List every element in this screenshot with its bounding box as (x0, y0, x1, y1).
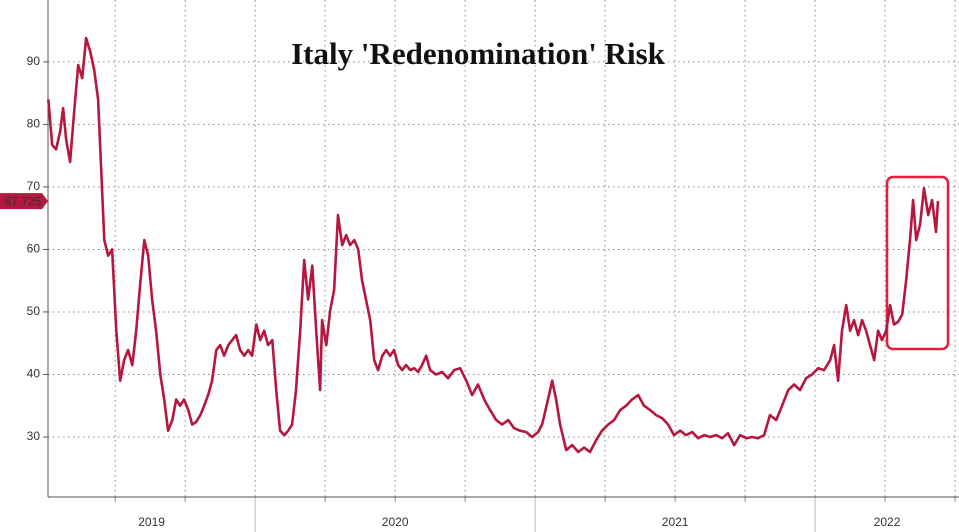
y-tick-label: 60 (27, 242, 41, 256)
y-tick-label: 70 (27, 179, 41, 193)
x-tick-label: 2022 (874, 515, 901, 529)
y-tick-label: 80 (27, 117, 41, 131)
y-tick-label: 30 (27, 429, 41, 443)
last-value-badge (0, 193, 48, 210)
highlight-box (885, 175, 950, 351)
chart-title: Italy 'Redenomination' Risk (291, 36, 666, 71)
line-series (47, 36, 940, 454)
x-tick-label: 2019 (138, 515, 165, 529)
y-tick-label: 90 (27, 54, 41, 68)
y-tick-label: 50 (27, 304, 41, 318)
grid (48, 0, 959, 497)
x-tick-label: 2021 (662, 515, 689, 529)
y-tick-label: 40 (27, 367, 41, 381)
x-tick-label: 2020 (382, 515, 409, 529)
last-value-label: 67.725 (5, 194, 42, 208)
